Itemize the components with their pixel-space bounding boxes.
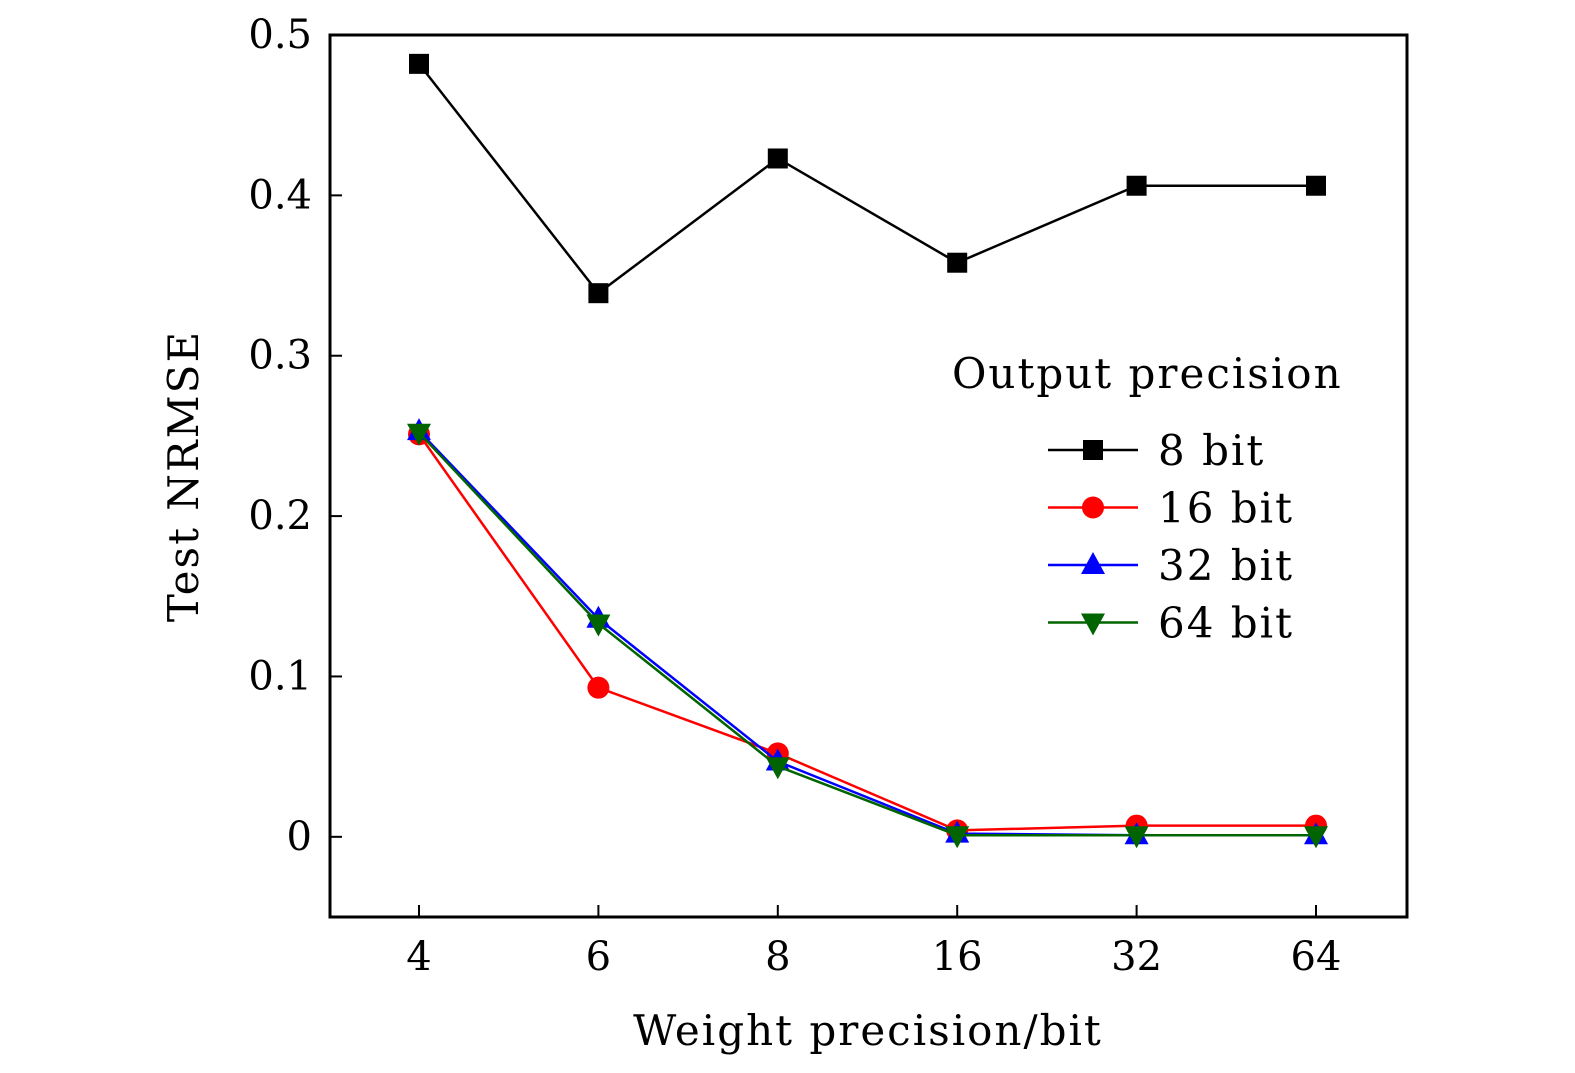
data-point [947,252,968,273]
data-point [765,757,790,780]
data-point [409,53,429,74]
legend-label: 16 bit [1158,484,1294,533]
data-point [1304,826,1328,849]
y-tick-label: 0.4 [248,172,312,218]
series-line [418,431,1316,837]
legend: Output precision 8 bit 16 bit 32 bit 64 bit [952,349,1343,648]
x-tick-label: 8 [765,934,790,980]
legend-label: 64 bit [1158,599,1294,648]
legend-marker [1081,613,1105,636]
data-point [586,614,611,637]
y-tick-label: 0.3 [248,333,312,379]
series-64-bit [407,423,1328,849]
x-tick-label: 6 [586,934,611,980]
data-point [587,676,610,699]
legend-title: Output precision [952,349,1343,398]
series-line [417,433,1316,832]
y-tick-label: 0.1 [248,653,312,699]
legend-marker [1082,496,1104,519]
y-tick-label: 0.5 [248,12,312,58]
plot-area [328,33,1409,919]
data-point [767,148,788,169]
series-line [418,63,1316,295]
x-tick-label: 64 [1291,934,1342,980]
data-point [588,283,609,304]
data-point [1126,175,1147,196]
legend-marker [1081,552,1105,574]
legend-label: 8 bit [1158,426,1265,475]
x-tick-label: 4 [406,934,431,980]
y-tick-label: 0.2 [248,493,312,539]
x-tick-label: 16 [932,934,983,980]
y-axis-label: Test NRMSE [159,330,208,622]
y-tick-label: 0 [287,814,312,860]
data-point [407,423,431,446]
legend-label: 32 bit [1158,541,1294,590]
series-8-bit [409,53,1326,304]
legend-marker [1083,440,1103,460]
x-tick-label: 32 [1111,934,1162,980]
x-axis-label: Weight precision/bit [633,1006,1103,1055]
data-point [945,826,970,849]
data-point [1124,826,1149,849]
data-point [1306,175,1326,196]
